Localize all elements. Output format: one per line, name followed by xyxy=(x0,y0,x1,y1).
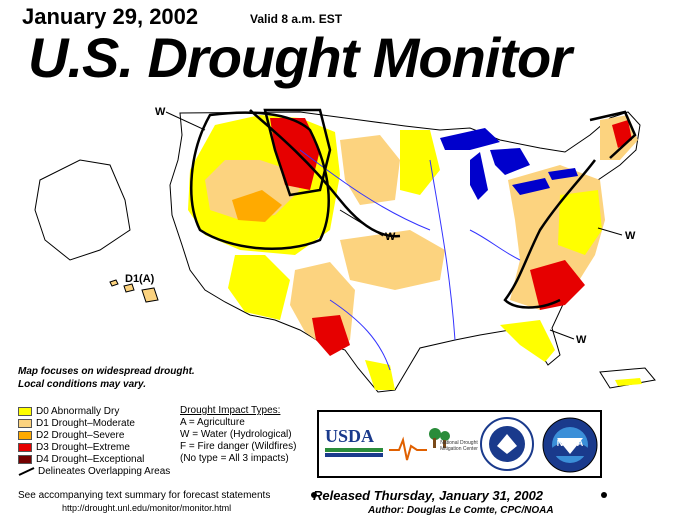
impact-label-nw: W xyxy=(155,106,166,118)
legend-item-d3: D3 Drought–Extreme xyxy=(18,441,170,453)
drought-map: W W W W D1(A) xyxy=(34,106,656,393)
drought-shading xyxy=(188,115,638,390)
noaa-logo: NOAA xyxy=(542,417,598,473)
impact-label-southeast: W xyxy=(576,334,587,346)
impact-fire: F = Fire danger (Wildfires) xyxy=(180,441,297,452)
text-summary-note: See accompanying text summary for foreca… xyxy=(18,490,271,501)
legend-item-d1: D1 Drought–Moderate xyxy=(18,417,170,429)
hawaii-label: D1(A) xyxy=(125,273,155,285)
commerce-seal-icon xyxy=(480,417,534,471)
page-title: U.S. Drought Monitor xyxy=(28,26,572,89)
bullet-right-icon xyxy=(601,492,607,498)
map-note-line-1: Map focuses on widespread drought. xyxy=(18,366,195,377)
usda-logo: USDA xyxy=(325,426,383,462)
d3-swatch xyxy=(18,442,32,452)
overlap-boundaries xyxy=(190,108,637,309)
impact-label-mid-atlantic: W xyxy=(625,230,636,242)
impact-types: Drought Impact Types: A = Agriculture W … xyxy=(180,405,296,465)
legend-item-d2: D2 Drought–Severe xyxy=(18,429,170,441)
puerto-rico-inset xyxy=(599,367,656,389)
impact-agriculture: A = Agriculture xyxy=(180,417,245,428)
map-note-line-2: Local conditions may vary. xyxy=(18,379,147,390)
partner-logos: USDA National Drought Mitigation Center … xyxy=(317,410,602,478)
legend-item-d0: D0 Abnormally Dry xyxy=(18,405,170,417)
release-date: Released Thursday, January 31, 2002 xyxy=(313,488,544,503)
valid-time: Valid 8 a.m. EST xyxy=(250,12,343,26)
bullet-left-icon xyxy=(311,492,317,498)
impact-label-plains: W xyxy=(385,231,396,243)
map-date: January 29, 2002 xyxy=(22,4,199,29)
noaa-logo-text: NOAA xyxy=(557,438,584,448)
impact-types-title: Drought Impact Types: xyxy=(180,405,281,416)
alaska-inset xyxy=(34,159,131,261)
d1-swatch xyxy=(18,418,32,428)
ndmc-label: National Drought Mitigation Center xyxy=(440,440,478,452)
legend-item-d4: D4 Drought–Exceptional xyxy=(18,453,170,465)
great-lakes xyxy=(440,128,578,200)
overlap-line-icon xyxy=(18,467,35,476)
d2-swatch xyxy=(18,430,32,440)
legend-item-overlap: Delineates Overlapping Areas xyxy=(18,465,170,477)
monitor-url[interactable]: http://drought.unl.edu/monitor/monitor.h… xyxy=(62,503,232,513)
rivers xyxy=(299,149,521,371)
ndmc-logo xyxy=(389,428,450,461)
hawaii-inset xyxy=(109,279,159,303)
legend: D0 Abnormally Dry D1 Drought–Moderate D2… xyxy=(18,405,170,477)
impact-all: (No type = All 3 impacts) xyxy=(180,453,289,464)
author-credit: Author: Douglas Le Comte, CPC/NOAA xyxy=(368,505,554,516)
d0-swatch xyxy=(18,406,32,416)
d4-swatch xyxy=(18,454,32,464)
impact-water: W = Water (Hydrological) xyxy=(180,429,292,440)
impact-labels: W W W W D1(A) xyxy=(125,106,636,346)
